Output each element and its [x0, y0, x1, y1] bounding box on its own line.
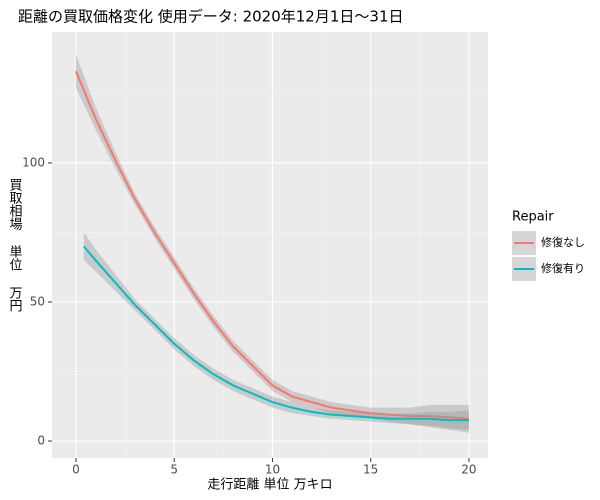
line: [83, 245, 469, 422]
line: [75, 70, 470, 420]
x-axis-title: 走行距離 単位 万キロ: [207, 477, 332, 493]
y-axis-title: 買取相場 単位 万円: [7, 178, 23, 312]
x-tick-label: 0: [72, 463, 80, 477]
x-tick-label: 10: [265, 463, 280, 477]
y-tick-label: 100: [22, 155, 45, 169]
legend-title: Repair: [512, 210, 554, 225]
legend-label: 修復有り: [541, 261, 585, 275]
legend-label: 修復なし: [541, 235, 585, 249]
x-tick-label: 15: [363, 463, 378, 477]
x-tick-label: 5: [170, 463, 178, 477]
y-tick-label: 0: [37, 434, 45, 448]
y-tick-label: 50: [30, 295, 45, 309]
plot-panel: [52, 32, 488, 458]
x-tick-label: 20: [461, 463, 476, 477]
chart-title: 距離の買取価格変化 使用データ: 2020年12月1日～31日: [18, 8, 403, 26]
